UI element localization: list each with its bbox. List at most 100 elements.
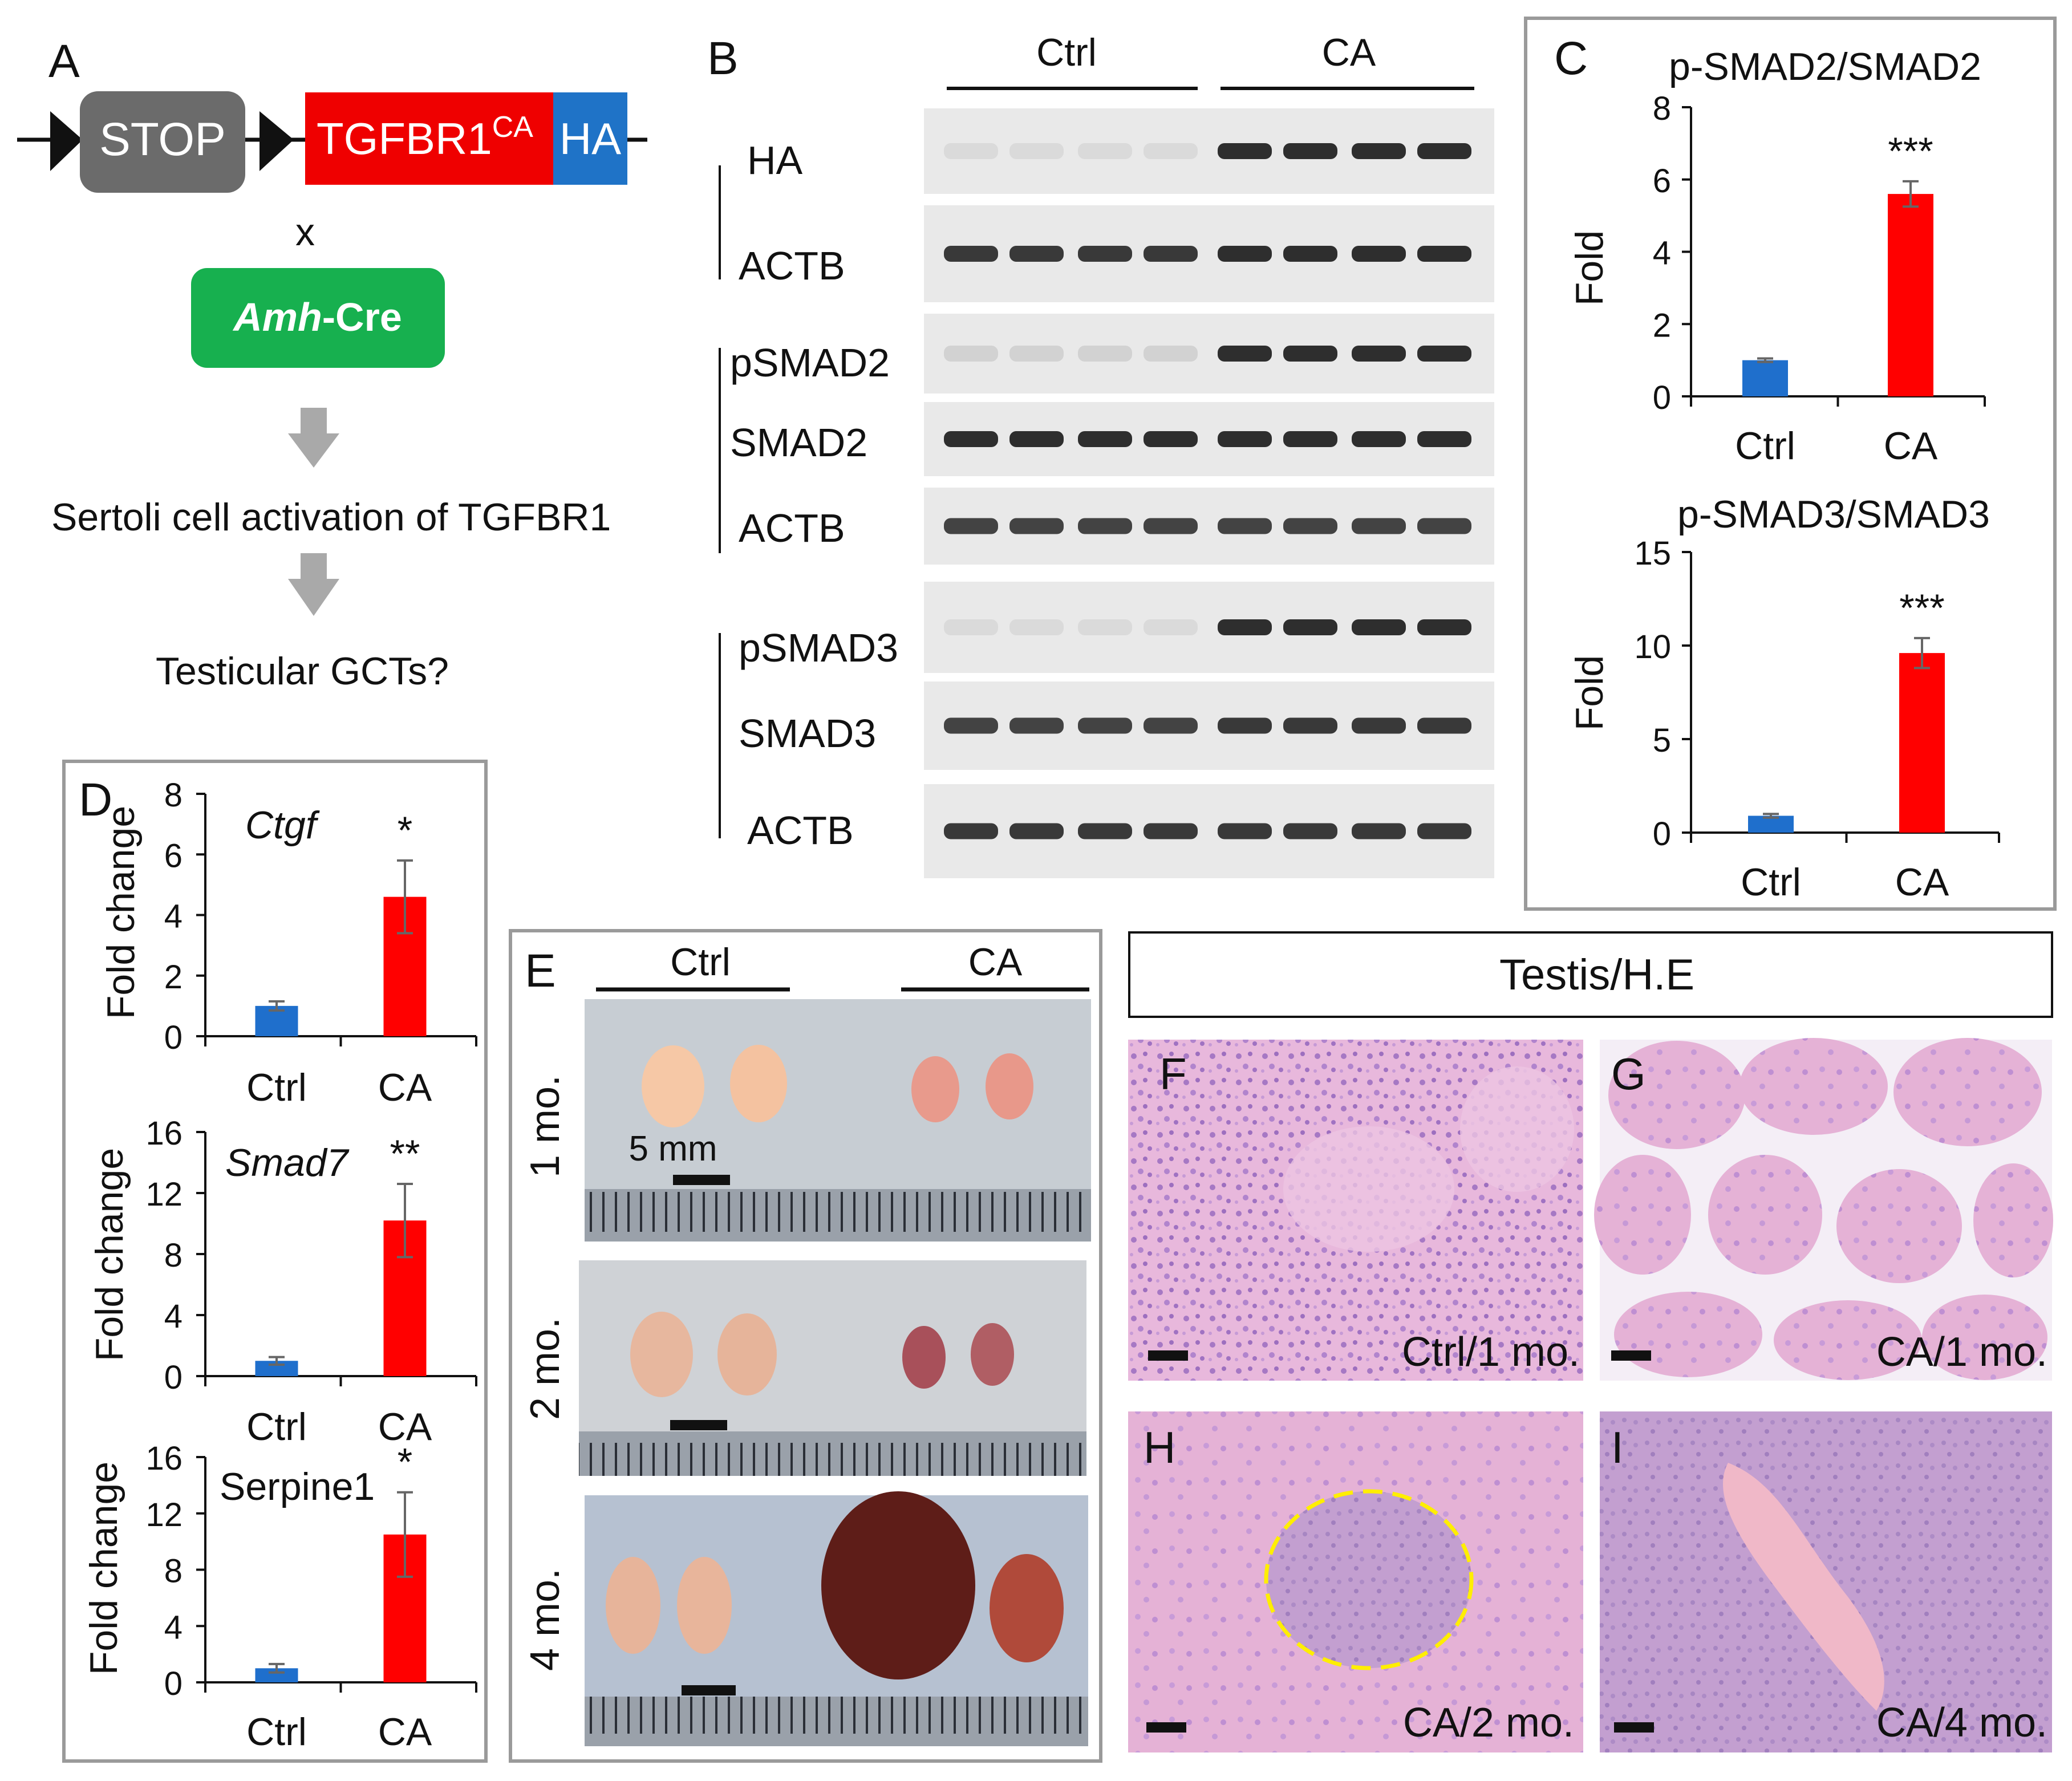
y-tick-label: 16 (145, 1440, 183, 1477)
blot-band (944, 619, 998, 635)
group-label-ca: CA (1322, 31, 1376, 74)
y-tick-label: 0 (164, 1019, 183, 1056)
scale-bar (682, 1685, 736, 1695)
blot-band (1144, 619, 1198, 635)
significance-marker: * (398, 809, 412, 852)
histology-ca-4mo: I CA/4 mo. (1600, 1411, 2052, 1752)
blot-band (1144, 431, 1198, 447)
category-label: CA (1884, 424, 1938, 468)
blot-band (1417, 143, 1471, 159)
blot-band (944, 823, 998, 839)
panel-letter-i: I (1611, 1422, 1624, 1472)
y-tick-label: 6 (164, 837, 183, 874)
panel-letter-g: G (1611, 1049, 1646, 1099)
blot-band (1078, 518, 1132, 534)
chart-title: Smad7 (225, 1141, 350, 1184)
blot-band (1009, 431, 1064, 447)
stop-label: STOP (99, 113, 226, 165)
chart-title: p-SMAD3/SMAD3 (1677, 493, 1990, 536)
loxp-arrow-icon (259, 111, 294, 171)
scale-bar (1146, 1722, 1186, 1733)
cre-label: Amh-Cre (232, 295, 402, 339)
vessel (1723, 1463, 1884, 1711)
histology-ca-2mo: H CA/2 mo. (1128, 1411, 1583, 1752)
blot-band (1078, 431, 1132, 447)
blot-band (1144, 823, 1198, 839)
y-axis-label: Fold change (82, 1462, 125, 1675)
blot-label-ha: HA (747, 138, 803, 182)
blot-label-actb-3: ACTB (747, 808, 854, 853)
chart-psmad2-ratio: 0 2 4 6 8 Fold p-SMAD2/SMAD2 Ctrl *** CA (1568, 45, 1986, 468)
blot-psmad3 (924, 582, 1494, 673)
category-label: CA (378, 1710, 432, 1754)
blot-label-smad2: SMAD2 (730, 420, 867, 465)
chart-title: Serpine1 (220, 1465, 375, 1508)
blot-band (1283, 346, 1337, 362)
y-tick-label: 8 (164, 777, 183, 814)
blot-label-smad3: SMAD3 (739, 711, 876, 756)
blot-band (1218, 346, 1272, 362)
blot-band (1218, 143, 1272, 159)
age-label-1mo: 1 mo. (522, 1075, 568, 1178)
y-tick-label: 8 (164, 1553, 183, 1590)
blot-psmad2 (924, 314, 1494, 393)
y-tick-label: 0 (164, 1665, 183, 1702)
y-tick-label: 12 (145, 1496, 183, 1533)
testis-photo-1mo: 5 mm (585, 999, 1091, 1242)
blot-band (1352, 619, 1406, 635)
e-group-ctrl: Ctrl (670, 940, 731, 984)
y-tick-label: 10 (1634, 628, 1671, 666)
y-tick-label: 4 (1653, 235, 1671, 272)
blot-band (1352, 143, 1406, 159)
step-activation: Sertoli cell activation of TGFBR1 (51, 496, 611, 539)
group-label-ctrl: Ctrl (1036, 31, 1097, 74)
down-arrow-icon (288, 553, 339, 616)
blot-band (1078, 717, 1132, 734)
panel-letter-d: D (79, 774, 112, 826)
y-tick-label: 8 (164, 1237, 183, 1274)
testis-photo-2mo (579, 1260, 1086, 1476)
blot-band (1417, 619, 1471, 635)
error-bar (269, 1000, 285, 1012)
error-bar (1903, 180, 1919, 208)
y-tick-label: 4 (164, 1609, 183, 1646)
category-label: Ctrl (1741, 861, 1801, 904)
stop-box (80, 91, 245, 193)
blot-smad3 (924, 681, 1494, 770)
age-label-2mo: 2 mo. (522, 1317, 568, 1420)
y-tick-label: 5 (1653, 722, 1671, 759)
error-bar (397, 859, 413, 935)
error-bar (269, 1356, 285, 1366)
category-label: Ctrl (246, 1405, 307, 1449)
significance-marker: ** (390, 1132, 420, 1175)
blot-band (1417, 246, 1471, 262)
y-tick-label: 12 (145, 1176, 183, 1213)
scale-bar (1148, 1350, 1188, 1361)
error-bar (397, 1182, 413, 1259)
blot-band (944, 717, 998, 734)
loxp-arrow-icon (50, 111, 83, 171)
blot-label-actb-2: ACTB (739, 506, 845, 550)
blot-band (1218, 619, 1272, 635)
blot-band (1352, 346, 1406, 362)
error-bar (397, 1491, 413, 1578)
panel-letter-f: F (1159, 1049, 1187, 1099)
y-tick-label: 0 (1653, 816, 1671, 853)
down-arrow-icon (288, 408, 339, 468)
significance-marker: *** (1899, 586, 1944, 630)
panel-letter-c: C (1554, 33, 1588, 84)
blot-band (1352, 717, 1406, 734)
bar-ca (1888, 194, 1933, 396)
blot-band (1218, 518, 1272, 534)
y-axis-label: Fold (1568, 230, 1611, 306)
blot-band (1078, 246, 1132, 262)
blot-actb-2 (924, 488, 1494, 565)
blot-band (1009, 346, 1064, 362)
histology-header-box (1128, 931, 2053, 1018)
y-tick-label: 16 (145, 1115, 183, 1152)
y-tick-label: 4 (164, 1298, 183, 1335)
blot-band (1144, 346, 1198, 362)
blot-band (1417, 823, 1471, 839)
panel-a: A STOP TGFBR1CA HA x Amh-Cre Sertoli cel… (17, 35, 647, 693)
